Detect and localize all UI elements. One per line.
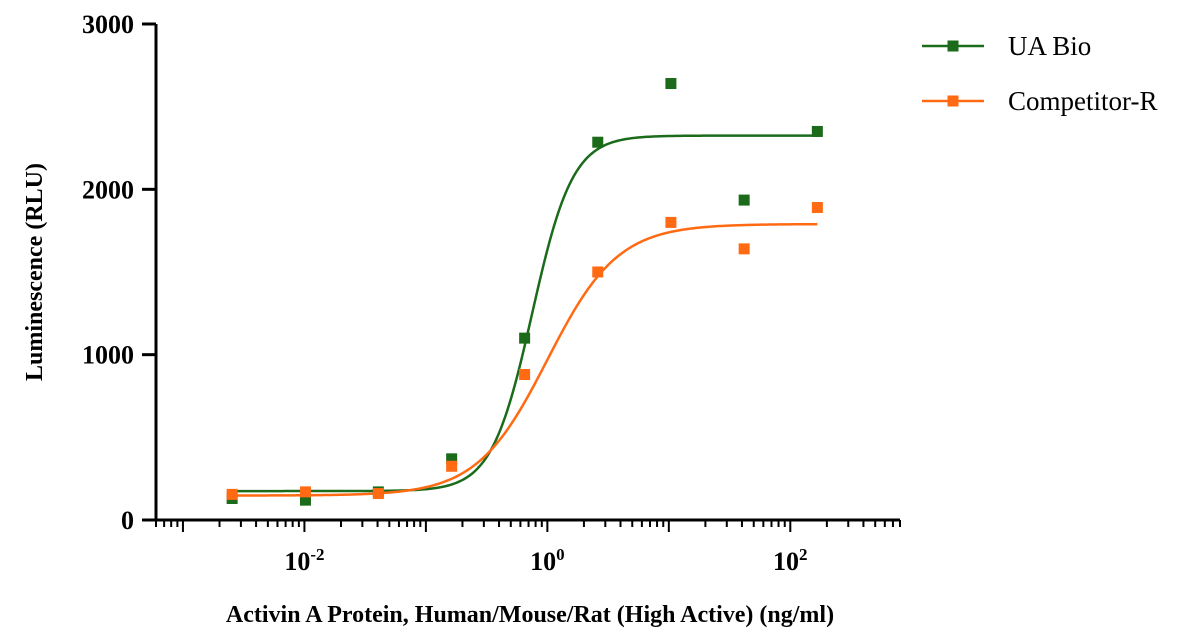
y-tick-label: 2000 <box>82 175 134 204</box>
data-point-series-1 <box>299 486 311 498</box>
y-tick-label: 1000 <box>82 341 134 370</box>
x-axis-title: Activin A Protein, Human/Mouse/Rat (High… <box>226 602 834 628</box>
data-points <box>226 78 823 506</box>
x-tick-label: 10-2 <box>284 545 324 576</box>
data-point-series-1 <box>811 202 823 214</box>
legend-label-0: UA Bio <box>1008 31 1091 61</box>
data-point-series-0 <box>738 194 750 206</box>
legend-label-1: Competitor-R <box>1008 86 1157 116</box>
data-point-series-1 <box>592 266 604 278</box>
data-point-series-0 <box>592 136 604 148</box>
y-tick-label: 3000 <box>82 10 134 39</box>
fit-curve-1 <box>232 222 818 497</box>
axes: 0 1000 2000 3000 10-2 100 102 <box>82 10 901 576</box>
x-tick-label: 100 <box>530 545 565 576</box>
data-point-series-0 <box>446 453 458 465</box>
data-point-series-0 <box>811 125 823 137</box>
legend-marker-1 <box>947 95 959 107</box>
x-tick-label: 102 <box>773 545 808 576</box>
legend-marker-0 <box>947 40 959 52</box>
data-point-series-1 <box>665 216 677 228</box>
data-point-series-0 <box>665 78 677 90</box>
data-point-series-1 <box>226 488 238 500</box>
data-point-series-0 <box>519 332 531 344</box>
y-tick-label: 0 <box>121 506 134 535</box>
data-point-series-1 <box>372 488 384 500</box>
data-point-series-1 <box>738 243 750 255</box>
legend: UA Bio Competitor-R <box>922 31 1157 116</box>
y-axis-title: Luminescence (RLU) <box>22 163 48 381</box>
fit-curves <box>232 134 818 497</box>
data-point-series-1 <box>519 369 531 381</box>
data-point-series-0 <box>299 494 311 506</box>
fit-curve-0 <box>232 134 818 493</box>
data-point-series-1 <box>446 460 458 472</box>
